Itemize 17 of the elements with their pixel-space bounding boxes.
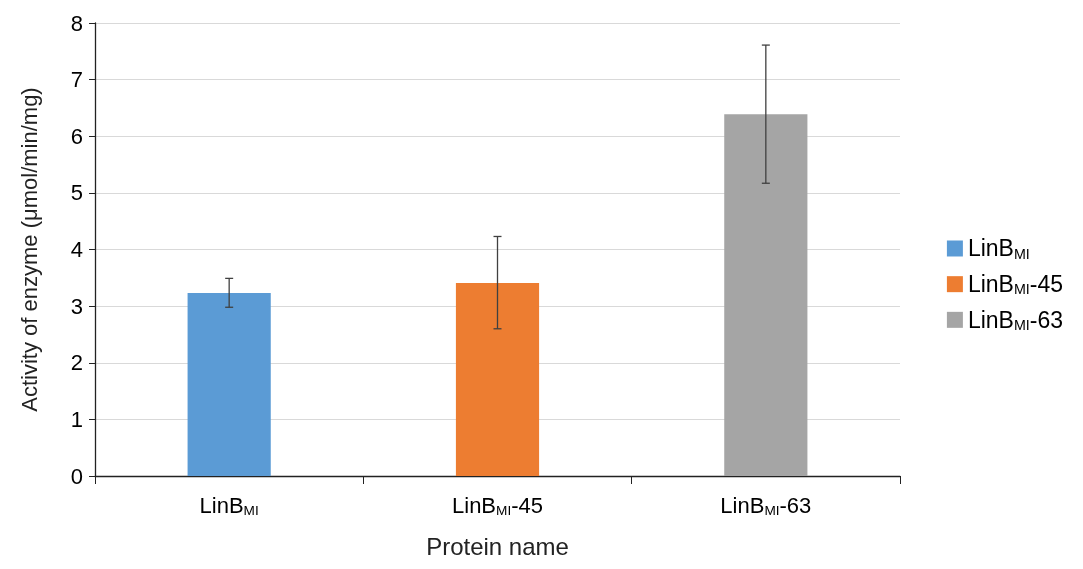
y-tick-label: 2 [70, 350, 83, 376]
y-tick-label: 5 [70, 180, 83, 206]
legend-label: LinBMI-63 [967, 306, 1064, 334]
y-tick-label: 8 [70, 10, 83, 36]
x-tick-label: LinBMI [199, 493, 259, 519]
y-tick-label: 0 [70, 463, 83, 489]
y-tick-label: 4 [70, 237, 83, 262]
x-tick-label: LinBMI-45 [452, 493, 543, 519]
y-tick-label: 6 [70, 123, 83, 149]
y-tick-label: 7 [70, 67, 83, 93]
x-axis-title: Protein name [426, 532, 569, 560]
x-tick-label: LinBMI-63 [720, 493, 812, 519]
y-tick-label: 1 [70, 406, 83, 432]
y-tick-label: 3 [70, 293, 83, 319]
legend-label: LinBMI [967, 235, 1030, 262]
y-axis-title: Activity of enzyme (μmol/min/mg) [16, 87, 42, 412]
legend-label: LinBMI-45 [967, 271, 1064, 298]
